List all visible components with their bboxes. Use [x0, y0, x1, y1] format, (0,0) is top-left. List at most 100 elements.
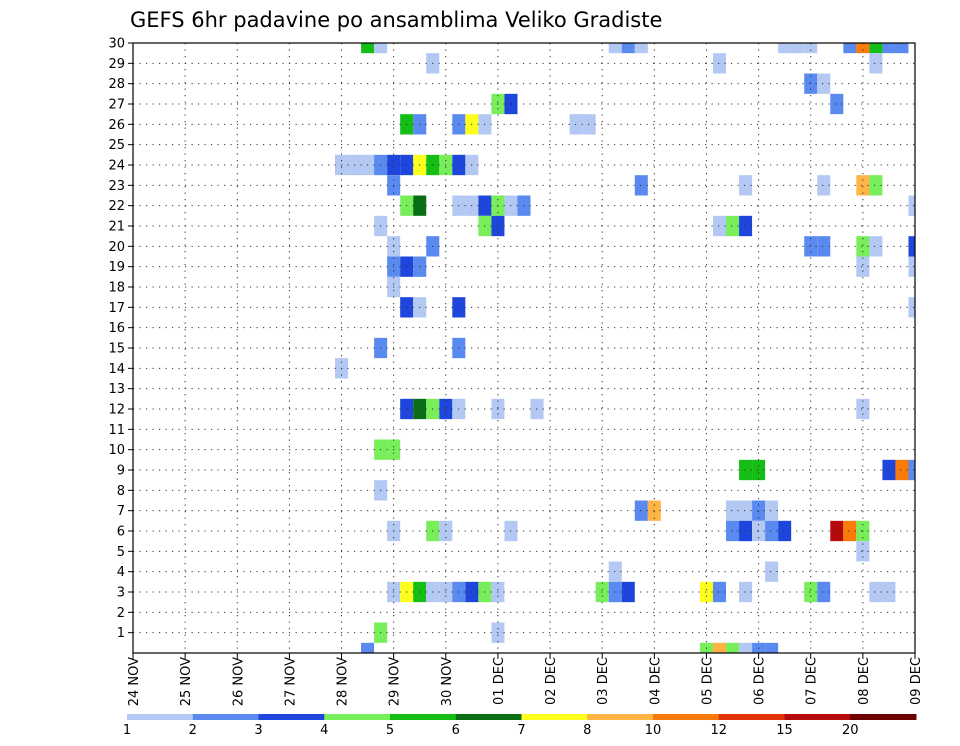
colorbar-swatch — [784, 714, 851, 720]
heatmap-cell — [726, 642, 740, 653]
y-tick-label: 23 — [108, 179, 125, 194]
y-tick-label: 28 — [108, 77, 125, 92]
heatmap-cell — [621, 581, 635, 603]
x-tick-label: 28 NOV — [336, 657, 351, 706]
x-tick-label: 09 DEC — [909, 657, 924, 705]
colorbar-label: 8 — [583, 723, 591, 738]
x-tick-label: 26 NOV — [231, 657, 246, 706]
heatmap-cell — [634, 175, 648, 196]
heatmap-cell — [739, 500, 753, 521]
heatmap-cell — [778, 43, 792, 54]
heatmap-cell — [752, 459, 766, 481]
heatmap-cell — [726, 215, 740, 237]
colorbar-label: 5 — [386, 723, 394, 738]
heatmap-cell — [856, 43, 870, 54]
y-tick-label: 24 — [108, 159, 125, 174]
heatmap-cell — [908, 459, 915, 481]
x-axis: 24 NOV 25 NOV 26 NOV 27 NOV 28 NOV 29 NOV 30 N… — [127, 653, 924, 706]
heatmap-cell — [634, 43, 648, 54]
y-tick-label: 16 — [108, 321, 125, 336]
colorbar-label: 1 — [123, 723, 131, 738]
heatmap-cell — [882, 459, 896, 481]
y-tick-label: 14 — [108, 362, 125, 377]
heatmap-cell — [804, 581, 818, 603]
colorbar-label: 4 — [320, 723, 328, 738]
colorbar-label: 2 — [189, 723, 197, 738]
colorbar-swatch — [587, 714, 654, 720]
heatmap-cell — [856, 398, 870, 420]
heatmap-cell — [739, 215, 753, 237]
y-tick-label: 3 — [117, 586, 125, 601]
heatmap-cell — [726, 520, 740, 542]
colorbar-label: 6 — [452, 723, 460, 738]
heatmap-cell — [869, 43, 883, 54]
y-tick-label: 29 — [108, 57, 125, 72]
x-tick-label: 06 DEC — [753, 657, 768, 705]
heatmap-cell — [765, 520, 779, 542]
y-tick-label: 22 — [108, 199, 125, 214]
heatmap-cell — [739, 520, 753, 542]
y-tick-label: 1 — [117, 626, 125, 641]
x-tick-label: 24 NOV — [127, 657, 142, 706]
heatmap-cell — [374, 43, 388, 54]
x-tick-label: 01 DEC — [492, 657, 507, 705]
heatmap-cell — [869, 53, 883, 74]
heatmap-cell — [804, 236, 818, 257]
heatmap-cell — [712, 581, 727, 603]
heatmap-cell — [647, 500, 661, 521]
x-tick-label: 30 NOV — [440, 657, 455, 706]
x-tick-label: 05 DEC — [700, 657, 715, 705]
heatmap-cell — [856, 541, 870, 562]
heatmap-cell — [739, 642, 753, 653]
y-tick-label: 30 — [108, 37, 125, 52]
heatmap-cell — [843, 43, 857, 54]
colorbar-swatch — [324, 714, 391, 720]
x-tick-label: 29 NOV — [388, 657, 403, 706]
heatmap-cell — [778, 520, 792, 542]
y-axis: 1234567891011121314151617181920212223242… — [108, 37, 133, 641]
x-tick-label: 08 DEC — [857, 657, 872, 705]
y-tick-label: 2 — [117, 606, 125, 621]
y-tick-label: 4 — [117, 565, 125, 580]
heatmap-cell — [765, 500, 779, 521]
heatmap-cell — [817, 236, 831, 257]
heatmap-cell — [869, 236, 883, 257]
colorbar-label: 15 — [776, 723, 793, 738]
heatmap-cell — [908, 195, 915, 216]
chart-title: GEFS 6hr padavine po ansamblima Veliko G… — [130, 8, 662, 32]
colorbar-swatch — [127, 714, 194, 720]
heatmap-cell — [869, 175, 883, 196]
heatmap-cell — [621, 43, 635, 54]
heatmap-cell — [752, 500, 766, 521]
colorbar-label: 20 — [842, 723, 859, 738]
y-tick-label: 25 — [108, 138, 125, 153]
colorbar-swatch — [192, 714, 259, 720]
grid-layer — [133, 43, 915, 653]
y-tick-label: 8 — [117, 484, 125, 499]
x-tick-label: 07 DEC — [805, 657, 820, 705]
y-tick-label: 9 — [117, 464, 125, 479]
heatmap-cell — [608, 581, 622, 603]
heatmap-cell — [830, 93, 844, 115]
heatmap-cell — [856, 175, 870, 196]
y-tick-label: 27 — [108, 98, 125, 113]
y-tick-label: 17 — [108, 301, 125, 316]
heatmap-cell — [608, 561, 622, 582]
heatmap-cell — [804, 43, 818, 54]
colorbar-swatch — [521, 714, 588, 720]
heatmap-cell — [895, 43, 909, 54]
colorbar: 1 2 3 4 5 6 7 8 10 12 15 20 — [123, 714, 917, 738]
colorbar-label: 10 — [645, 723, 662, 738]
heatmap-cell — [843, 520, 857, 542]
colorbar-swatch — [258, 714, 325, 720]
y-tick-label: 6 — [117, 525, 125, 540]
y-tick-label: 21 — [108, 220, 125, 235]
heatmap-cell — [817, 175, 831, 196]
heatmap-cell — [739, 175, 753, 196]
heatmap-cell — [765, 642, 779, 653]
y-tick-label: 20 — [108, 240, 125, 255]
heatmap-cell — [361, 642, 375, 653]
heatmap-cell — [882, 581, 896, 603]
y-tick-label: 18 — [108, 281, 125, 296]
